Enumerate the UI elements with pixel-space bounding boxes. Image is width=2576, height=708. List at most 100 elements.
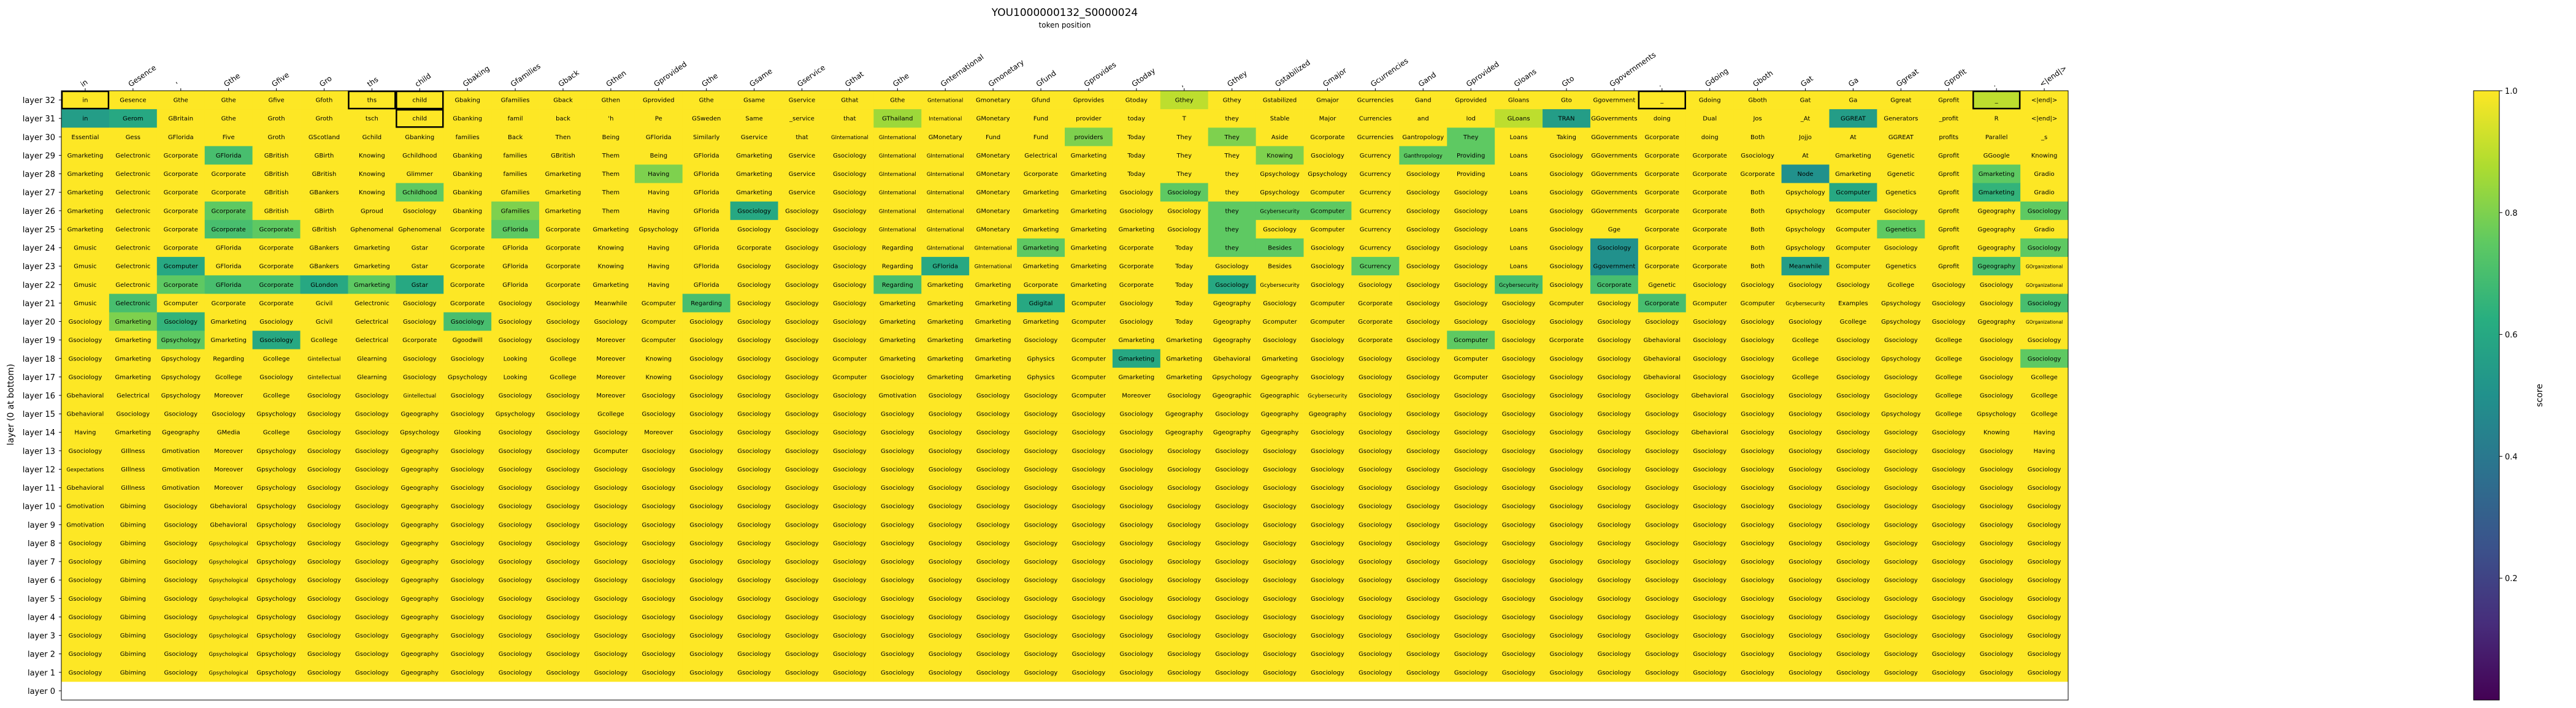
cell-token-label: Ggreat bbox=[1890, 97, 1911, 104]
cell-token-label: Gsociology bbox=[1024, 485, 1058, 492]
cell-token-label: families bbox=[504, 153, 527, 159]
cell-token-label: Loans bbox=[1509, 208, 1527, 215]
cell-token-label: Gsociology bbox=[1454, 245, 1488, 252]
cell-token-label: Gsociology bbox=[69, 633, 102, 639]
heatmap-cell bbox=[873, 91, 922, 110]
cell-token-label: Gsociology bbox=[737, 522, 771, 528]
cell-token-label: Gbaking bbox=[454, 97, 480, 104]
cell-token-label: Gsociology bbox=[737, 300, 771, 307]
heatmap-cell bbox=[109, 109, 158, 128]
cell-token-label: Gbanking bbox=[453, 153, 482, 159]
cell-token-label: Today bbox=[1127, 171, 1145, 178]
cell-token-label: Then bbox=[555, 134, 571, 141]
heatmap-cell bbox=[2020, 312, 2069, 331]
cell-token-label: Gprofit bbox=[1938, 97, 1959, 104]
cell-token-label: Gsociology bbox=[1406, 356, 1440, 362]
heatmap-cell bbox=[1303, 164, 1352, 184]
cell-token-label: in bbox=[82, 116, 88, 123]
cell-token-label: Gsociology bbox=[833, 282, 867, 289]
cell-token-label: Gsociology bbox=[833, 614, 867, 621]
cell-token-label: Gsociology bbox=[833, 485, 867, 492]
cell-token-label: Gsociology bbox=[1359, 485, 1392, 492]
heatmap-cell bbox=[1685, 146, 1735, 165]
cell-token-label: Gbiming bbox=[120, 559, 146, 566]
cell-token-label: Gat bbox=[1800, 97, 1811, 104]
cell-token-label: Gsociology bbox=[546, 522, 580, 528]
heatmap-cell bbox=[396, 128, 444, 147]
heatmap-cell bbox=[2020, 219, 2069, 239]
heatmap-cell bbox=[204, 238, 253, 257]
heatmap-cell bbox=[969, 349, 1018, 368]
x-tick-label: Gboth bbox=[1751, 69, 1774, 88]
heatmap-cell bbox=[252, 330, 301, 350]
cell-token-label: Gsociology bbox=[259, 374, 293, 381]
heatmap-cell bbox=[1543, 146, 1591, 165]
cell-token-label: Ggeography bbox=[162, 430, 200, 436]
cell-token-label: Gsociology bbox=[1454, 300, 1488, 307]
cell-token-label: Gsociology bbox=[1167, 393, 1201, 400]
cell-token-label: GFlorida bbox=[694, 282, 719, 289]
x-tick-label: Ggovernments bbox=[1608, 50, 1658, 88]
heatmap-cell bbox=[1925, 219, 1973, 239]
cell-token-label: Gsociology bbox=[403, 319, 437, 325]
cell-token-label: GFlorida bbox=[694, 171, 719, 178]
cell-token-label: Gsociology bbox=[1932, 319, 1966, 325]
heatmap-cell bbox=[586, 312, 635, 331]
cell-token-label: Gsociology bbox=[1406, 633, 1440, 639]
heatmap-cell bbox=[586, 128, 635, 147]
cell-token-label: Gsociology bbox=[881, 559, 914, 566]
cell-token-label: Gsociology bbox=[1741, 337, 1774, 344]
cell-token-label: Gsociology bbox=[1741, 153, 1774, 159]
cell-token-label: Gcorporate bbox=[1693, 208, 1727, 215]
heatmap-cell bbox=[634, 330, 683, 350]
cell-token-label: Gsociology bbox=[1550, 522, 1584, 528]
cell-token-label: Gbiming bbox=[120, 651, 146, 658]
heatmap-cell bbox=[1495, 312, 1543, 331]
heatmap-cell bbox=[682, 109, 731, 128]
heatmap-cell bbox=[1208, 275, 1257, 294]
cell-token-label: Gsociology bbox=[1884, 559, 1918, 566]
cell-token-label: Gsociology bbox=[1167, 485, 1201, 492]
cell-token-label: Gsociology bbox=[1598, 614, 1631, 621]
cell-token-label: Gmarketing bbox=[1166, 356, 1202, 362]
heatmap-cell bbox=[1017, 330, 1065, 350]
cell-token-label: Gsociology bbox=[1072, 522, 1106, 528]
cell-token-label: Gsociology bbox=[881, 540, 914, 547]
cell-token-label: Gsociology bbox=[499, 300, 532, 307]
heatmap-cell bbox=[730, 386, 778, 405]
heatmap-cell bbox=[1255, 294, 1304, 313]
heatmap-cell bbox=[1255, 201, 1304, 221]
cell-token-label: Gsociology bbox=[929, 577, 962, 584]
cell-token-label: Gsociology bbox=[546, 300, 580, 307]
cell-token-label: Gcorporate bbox=[212, 208, 246, 215]
cell-token-label: Gsociology bbox=[1693, 633, 1727, 639]
cell-token-label: Gsociology bbox=[1072, 633, 1106, 639]
cell-token-label: Gsociology bbox=[1502, 319, 1536, 325]
cell-token-label: Gprofit bbox=[1938, 245, 1959, 252]
cell-token-label: Gsociology bbox=[1359, 356, 1392, 362]
heatmap-cell bbox=[634, 238, 683, 257]
cell-token-label: Gcomputer bbox=[642, 319, 677, 325]
cell-token-label: Gsociology bbox=[69, 596, 102, 603]
cell-token-label: Gradio bbox=[2034, 226, 2054, 233]
heatmap-cell bbox=[969, 109, 1018, 128]
heatmap-cell bbox=[1495, 275, 1543, 294]
cell-token-label: GInternational bbox=[927, 208, 964, 215]
cell-token-label: Gsociology bbox=[976, 559, 1010, 566]
cell-token-label: Gsociology bbox=[976, 485, 1010, 492]
heatmap-cell bbox=[2020, 238, 2069, 257]
heatmap-cell bbox=[204, 91, 253, 110]
cell-token-label: Gsociology bbox=[546, 651, 580, 658]
cell-token-label: Gsociology bbox=[1406, 669, 1440, 676]
cell-token-label: Gsociology bbox=[1884, 393, 1918, 400]
cell-token-label: Gcorporate bbox=[1693, 189, 1727, 196]
cell-token-label: Gsociology bbox=[1550, 393, 1584, 400]
cell-token-label: GBritish bbox=[312, 226, 337, 233]
heatmap-cell bbox=[1495, 109, 1543, 128]
cell-token-label: GBritish bbox=[551, 153, 575, 159]
heatmap-cell bbox=[1877, 386, 1925, 405]
cell-token-label: Gmarketing bbox=[545, 189, 581, 196]
heatmap-cell bbox=[443, 128, 492, 147]
cell-token-label: Gsociology bbox=[1741, 559, 1774, 566]
heatmap-cell bbox=[491, 275, 540, 294]
